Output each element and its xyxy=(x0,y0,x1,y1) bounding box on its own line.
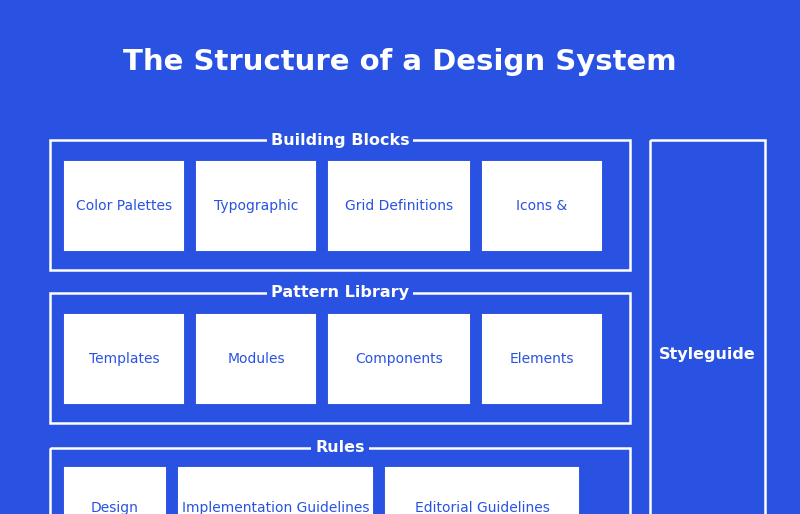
Bar xyxy=(483,315,601,403)
Text: Pattern Library: Pattern Library xyxy=(271,285,409,301)
Text: Grid Definitions: Grid Definitions xyxy=(345,199,453,213)
Text: Design: Design xyxy=(91,501,139,514)
Bar xyxy=(50,140,630,270)
Bar xyxy=(650,140,765,514)
Text: Rules: Rules xyxy=(315,440,365,455)
Bar xyxy=(329,162,469,250)
Text: Elements: Elements xyxy=(510,352,574,366)
Bar xyxy=(50,293,630,423)
Text: Typographic: Typographic xyxy=(214,199,298,213)
Bar xyxy=(50,448,630,514)
Bar xyxy=(483,162,601,250)
Text: Color Palettes: Color Palettes xyxy=(76,199,172,213)
Bar xyxy=(197,162,315,250)
Text: Building Blocks: Building Blocks xyxy=(270,133,410,148)
Text: Implementation Guidelines: Implementation Guidelines xyxy=(182,501,370,514)
Bar xyxy=(179,468,372,514)
Text: The Structure of a Design System: The Structure of a Design System xyxy=(123,48,677,76)
Bar xyxy=(65,162,183,250)
Bar xyxy=(65,468,165,514)
Text: Modules: Modules xyxy=(227,352,285,366)
Text: Styleguide: Styleguide xyxy=(659,346,756,361)
Bar xyxy=(329,315,469,403)
Text: Components: Components xyxy=(355,352,443,366)
Text: Icons &: Icons & xyxy=(517,199,567,213)
Text: Templates: Templates xyxy=(89,352,159,366)
Bar xyxy=(197,315,315,403)
Bar xyxy=(386,468,578,514)
Text: Editorial Guidelines: Editorial Guidelines xyxy=(414,501,550,514)
Bar xyxy=(65,315,183,403)
